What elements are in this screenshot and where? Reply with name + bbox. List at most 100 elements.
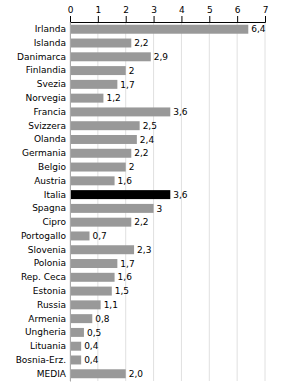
bar xyxy=(70,176,115,185)
bar xyxy=(70,39,131,48)
data-label: 2,5 xyxy=(143,121,157,131)
x-axis: 01234567 xyxy=(68,5,269,23)
bars xyxy=(70,25,248,378)
x-axis-line xyxy=(71,16,266,23)
x-tick-mark xyxy=(209,16,210,22)
grid-line xyxy=(70,22,71,381)
y-tick: Svizzera xyxy=(28,121,70,131)
y-tick: Polonia xyxy=(34,258,70,268)
y-tick-label: Olanda xyxy=(34,134,66,144)
x-tick-mark xyxy=(126,16,127,22)
x-tick-mark xyxy=(154,16,155,22)
plot: 01234567IrlandaIslandaDanimarcaFinlandia… xyxy=(16,5,269,382)
y-tick: Bosnia-Erz. xyxy=(16,355,70,365)
y-tick: Russia xyxy=(37,300,70,310)
bar xyxy=(70,107,170,116)
data-label: 1,7 xyxy=(120,259,134,269)
bar xyxy=(70,342,81,351)
data-label: 2,2 xyxy=(134,148,148,158)
y-tick-label: Ungheria xyxy=(25,327,66,337)
data-label: 1,1 xyxy=(104,300,118,310)
y-tick-label: Finlandia xyxy=(26,65,66,75)
data-label: 2 xyxy=(129,66,135,76)
grid xyxy=(70,22,265,381)
x-tick: 2 xyxy=(123,5,129,22)
x-tick-label: 7 xyxy=(263,5,269,15)
bar xyxy=(70,245,134,254)
bar xyxy=(70,25,248,34)
y-tick: Islanda xyxy=(34,38,70,48)
x-tick-label: 3 xyxy=(151,5,157,15)
data-label: 2 xyxy=(129,162,135,172)
bar xyxy=(70,204,154,213)
y-tick-label: Armenia xyxy=(28,314,66,324)
bar xyxy=(70,121,140,130)
x-tick-label: 5 xyxy=(207,5,213,15)
y-tick: Rep. Ceca xyxy=(21,272,70,282)
bar xyxy=(70,218,131,227)
y-tick-label: Italia xyxy=(44,189,66,199)
x-tick: 0 xyxy=(68,5,74,22)
x-tick-mark xyxy=(237,16,238,22)
data-label: 1,6 xyxy=(118,176,133,186)
x-tick: 6 xyxy=(235,5,241,22)
y-tick-label: Irlanda xyxy=(35,24,66,34)
data-labels: 6,42,22,921,71,23,62,52,42,221,63,632,20… xyxy=(84,24,266,379)
data-label: 0,5 xyxy=(87,328,101,338)
y-tick-label: Polonia xyxy=(34,258,66,268)
y-tick: Ungheria xyxy=(25,327,70,337)
y-tick-label: Islanda xyxy=(34,38,66,48)
y-tick: MEDIA xyxy=(37,369,70,379)
x-tick: 3 xyxy=(151,5,157,22)
data-label: 3,6 xyxy=(173,190,188,200)
y-tick: Finlandia xyxy=(26,65,70,75)
bar xyxy=(70,300,101,309)
y-tick: Irlanda xyxy=(35,24,70,34)
x-tick-label: 6 xyxy=(235,5,241,15)
data-label: 6,4 xyxy=(251,24,266,34)
data-label: 1,2 xyxy=(106,93,120,103)
y-tick: Belgio xyxy=(38,162,70,172)
bar xyxy=(70,369,126,378)
bar xyxy=(70,356,81,365)
data-label: 2,2 xyxy=(134,217,148,227)
y-tick-label: Svizzera xyxy=(28,121,66,131)
bar xyxy=(70,190,170,199)
y-tick: Slovenia xyxy=(28,245,70,255)
bar xyxy=(70,80,117,89)
x-tick-label: 2 xyxy=(123,5,129,15)
grid-line xyxy=(209,22,210,381)
y-tick: Cipro xyxy=(42,217,70,227)
x-tick-mark xyxy=(70,16,71,22)
data-label: 2,2 xyxy=(134,38,148,48)
data-label: 0,7 xyxy=(93,231,107,241)
y-tick: Lituania xyxy=(30,341,70,351)
bar xyxy=(70,149,131,158)
y-tick-label: Cipro xyxy=(42,217,66,227)
bar xyxy=(70,231,90,240)
bar xyxy=(70,52,151,61)
y-tick-label: MEDIA xyxy=(37,369,67,379)
data-label: 3 xyxy=(157,204,163,214)
bar xyxy=(70,135,137,144)
x-tick: 1 xyxy=(95,5,101,22)
y-tick-label: Svezia xyxy=(37,79,66,89)
x-tick-mark xyxy=(265,16,266,22)
y-axis: IrlandaIslandaDanimarcaFinlandiaSveziaNo… xyxy=(16,23,71,382)
data-label: 0,4 xyxy=(84,341,99,351)
y-tick-label: Danimarca xyxy=(17,52,66,62)
x-tick: 5 xyxy=(207,5,213,22)
bar xyxy=(70,314,92,323)
y-tick: Austria xyxy=(34,176,70,186)
y-tick: Svezia xyxy=(37,79,70,89)
data-label: 1,6 xyxy=(118,272,133,282)
y-tick: Francia xyxy=(34,107,70,117)
x-tick-label: 0 xyxy=(68,5,74,15)
bar xyxy=(70,273,115,282)
data-label: 2,4 xyxy=(140,135,155,145)
data-label: 3,6 xyxy=(173,107,188,117)
y-tick: Spagna xyxy=(32,203,70,213)
bar xyxy=(70,94,103,103)
grid-line xyxy=(153,22,154,381)
x-tick: 7 xyxy=(263,5,269,22)
